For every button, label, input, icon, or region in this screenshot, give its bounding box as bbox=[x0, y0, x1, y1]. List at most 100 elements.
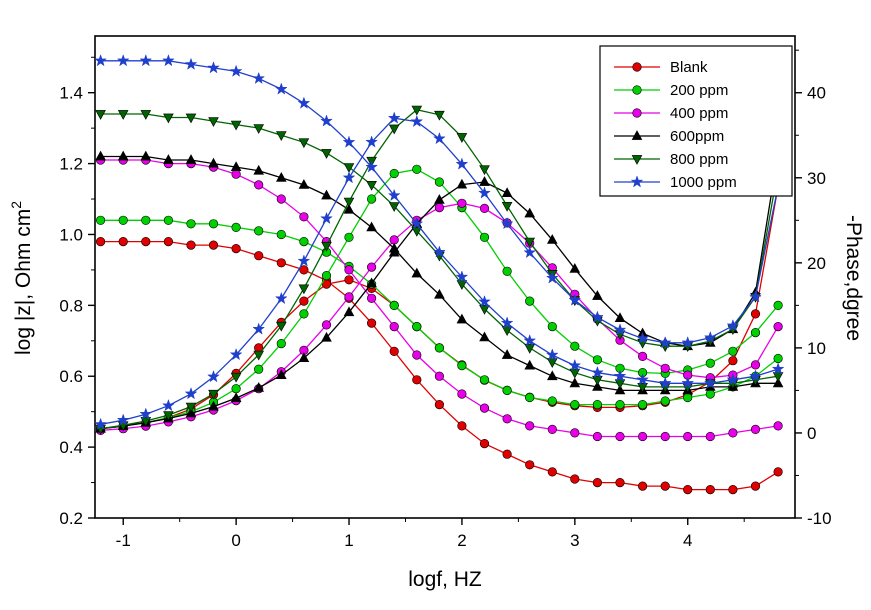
marker-circle bbox=[457, 389, 467, 399]
series-line-phase bbox=[100, 202, 779, 432]
marker-star bbox=[139, 407, 153, 420]
marker-star bbox=[703, 376, 717, 389]
marker-circle bbox=[321, 271, 332, 281]
marker-triangle-up bbox=[230, 392, 242, 403]
marker-circle bbox=[434, 203, 445, 213]
marker-circle bbox=[547, 467, 557, 477]
marker-triangle-down bbox=[501, 202, 513, 212]
marker-circle bbox=[389, 168, 399, 179]
marker-star bbox=[342, 171, 356, 184]
marker-triangle-up bbox=[569, 377, 581, 388]
marker-circle bbox=[773, 353, 783, 364]
marker-star bbox=[116, 54, 130, 67]
marker-circle bbox=[750, 424, 761, 435]
marker-circle bbox=[276, 194, 286, 204]
marker-triangle-up bbox=[275, 171, 287, 182]
marker-circle bbox=[547, 322, 557, 332]
marker-circle bbox=[231, 169, 241, 179]
marker-triangle-up bbox=[546, 370, 558, 381]
marker-star bbox=[658, 336, 672, 349]
marker-circle bbox=[118, 215, 128, 225]
marker-circle bbox=[525, 296, 535, 306]
marker-circle bbox=[367, 318, 377, 328]
marker-star bbox=[229, 64, 243, 77]
marker-triangle-down bbox=[366, 181, 377, 191]
marker-triangle-down bbox=[208, 389, 219, 400]
marker-circle bbox=[637, 400, 648, 410]
marker-circle bbox=[412, 164, 422, 174]
marker-star bbox=[387, 188, 401, 202]
marker-triangle-up bbox=[411, 267, 423, 278]
marker-star bbox=[749, 369, 762, 382]
marker-circle bbox=[412, 322, 422, 332]
marker-triangle-up bbox=[95, 150, 106, 161]
marker-triangle-down bbox=[434, 110, 445, 121]
marker-triangle-down bbox=[230, 120, 242, 131]
marker-star bbox=[161, 398, 175, 412]
marker-star bbox=[523, 334, 537, 347]
marker-star bbox=[229, 347, 243, 361]
marker-circle bbox=[773, 421, 783, 431]
marker-star bbox=[94, 54, 108, 67]
marker-circle bbox=[502, 385, 512, 396]
marker-circle bbox=[299, 212, 309, 222]
y-axis-label-left-text: log |z|, Ohm cm bbox=[12, 209, 35, 355]
marker-star bbox=[274, 82, 288, 95]
marker-circle bbox=[525, 421, 535, 431]
marker-triangle-up bbox=[524, 359, 536, 370]
marker-triangle-down bbox=[343, 197, 355, 208]
marker-circle bbox=[683, 485, 693, 495]
marker-triangle-down bbox=[772, 372, 784, 383]
x-tick-label: 3 bbox=[570, 531, 579, 550]
marker-triangle-down bbox=[388, 202, 400, 212]
marker-triangle-up bbox=[298, 352, 310, 363]
marker-triangle-up bbox=[321, 331, 332, 342]
marker-circle bbox=[683, 431, 693, 442]
marker-circle bbox=[637, 431, 648, 442]
marker-circle bbox=[118, 237, 128, 247]
marker-triangle-down bbox=[569, 368, 581, 379]
marker-circle bbox=[254, 364, 264, 374]
marker-circle bbox=[457, 421, 467, 431]
marker-circle bbox=[773, 322, 783, 332]
marker-triangle-down bbox=[343, 163, 355, 173]
marker-triangle-down bbox=[631, 155, 643, 165]
marker-star bbox=[207, 370, 220, 383]
marker-star bbox=[613, 323, 627, 336]
y-axis-label-left: log |z|, Ohm cm2 bbox=[8, 201, 35, 355]
y-left-tick-label: 0.4 bbox=[59, 438, 83, 457]
marker-triangle-down bbox=[614, 379, 626, 390]
marker-star bbox=[365, 160, 379, 173]
marker-triangle-down bbox=[163, 411, 174, 421]
marker-circle bbox=[728, 346, 738, 356]
marker-triangle-down bbox=[501, 326, 513, 337]
marker-circle bbox=[570, 428, 580, 438]
marker-circle bbox=[632, 108, 642, 118]
marker-circle bbox=[570, 341, 580, 351]
marker-circle bbox=[479, 375, 490, 385]
x-tick-label: -1 bbox=[116, 531, 131, 550]
marker-circle bbox=[592, 431, 603, 442]
marker-triangle-down bbox=[546, 358, 558, 368]
marker-circle bbox=[615, 400, 625, 410]
marker-circle bbox=[389, 346, 399, 357]
marker-circle bbox=[434, 371, 445, 381]
marker-circle bbox=[773, 467, 783, 477]
marker-star bbox=[590, 310, 604, 323]
marker-circle bbox=[750, 328, 761, 338]
marker-star bbox=[387, 111, 401, 124]
marker-circle bbox=[637, 481, 648, 491]
y-right-tick-label: -10 bbox=[807, 509, 832, 528]
marker-star bbox=[726, 319, 740, 332]
marker-triangle-down bbox=[479, 165, 490, 176]
marker-star bbox=[590, 365, 604, 379]
marker-circle bbox=[299, 265, 309, 275]
marker-circle bbox=[208, 219, 219, 229]
marker-star bbox=[726, 373, 740, 386]
marker-circle bbox=[367, 194, 377, 204]
x-tick-label: 4 bbox=[683, 531, 692, 550]
marker-circle bbox=[389, 322, 399, 332]
series-line-phase bbox=[100, 186, 779, 430]
marker-circle bbox=[299, 237, 309, 247]
